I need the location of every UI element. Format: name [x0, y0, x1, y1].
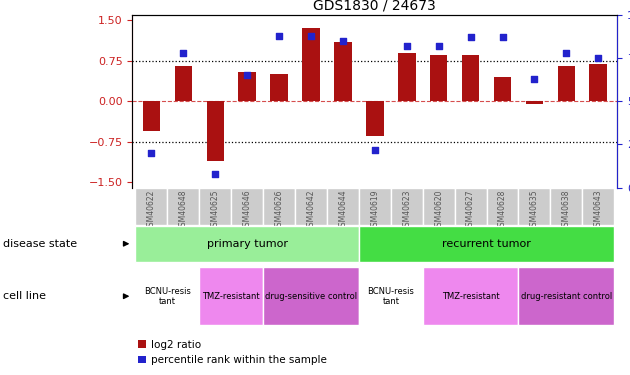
- Text: TMZ-resistant: TMZ-resistant: [202, 292, 260, 301]
- Text: GSM40626: GSM40626: [275, 189, 284, 231]
- FancyBboxPatch shape: [582, 188, 614, 225]
- Legend: log2 ratio, percentile rank within the sample: log2 ratio, percentile rank within the s…: [137, 340, 327, 365]
- Text: primary tumor: primary tumor: [207, 239, 288, 249]
- Text: GSM40623: GSM40623: [403, 189, 411, 231]
- Point: [593, 55, 604, 61]
- FancyBboxPatch shape: [135, 267, 199, 325]
- Point: [498, 34, 508, 40]
- Bar: [238, 72, 256, 101]
- FancyBboxPatch shape: [455, 188, 486, 225]
- Bar: [334, 42, 352, 101]
- Text: GSM40646: GSM40646: [243, 189, 252, 231]
- FancyBboxPatch shape: [518, 188, 551, 225]
- Text: GSM40643: GSM40643: [593, 189, 603, 231]
- FancyBboxPatch shape: [263, 188, 295, 225]
- Text: GSM40620: GSM40620: [434, 189, 443, 231]
- Point: [146, 150, 156, 156]
- Text: BCNU-resis
tant: BCNU-resis tant: [144, 286, 191, 306]
- Point: [242, 72, 252, 78]
- Text: GSM40625: GSM40625: [211, 189, 220, 231]
- Bar: [366, 101, 384, 136]
- FancyBboxPatch shape: [359, 267, 423, 325]
- FancyBboxPatch shape: [263, 267, 359, 325]
- Bar: [398, 53, 416, 101]
- FancyBboxPatch shape: [359, 226, 614, 262]
- Text: GSM40638: GSM40638: [562, 189, 571, 231]
- FancyBboxPatch shape: [518, 267, 614, 325]
- Text: GSM40619: GSM40619: [370, 189, 379, 231]
- Bar: [494, 77, 512, 101]
- Bar: [175, 66, 192, 101]
- FancyBboxPatch shape: [391, 188, 423, 225]
- Point: [178, 50, 188, 56]
- Text: recurrent tumor: recurrent tumor: [442, 239, 531, 249]
- FancyBboxPatch shape: [551, 188, 582, 225]
- Title: GDS1830 / 24673: GDS1830 / 24673: [314, 0, 436, 12]
- Bar: [558, 66, 575, 101]
- FancyBboxPatch shape: [486, 188, 518, 225]
- FancyBboxPatch shape: [423, 267, 518, 325]
- Text: drug-resistant control: drug-resistant control: [521, 292, 612, 301]
- Text: GSM40622: GSM40622: [147, 189, 156, 231]
- Point: [561, 50, 571, 56]
- Text: GSM40635: GSM40635: [530, 189, 539, 231]
- FancyBboxPatch shape: [295, 188, 327, 225]
- Point: [433, 43, 444, 49]
- Bar: [462, 56, 479, 101]
- Bar: [270, 74, 288, 101]
- Point: [306, 33, 316, 39]
- Bar: [207, 101, 224, 160]
- Text: GSM40628: GSM40628: [498, 189, 507, 231]
- Text: GSM40644: GSM40644: [338, 189, 347, 231]
- Text: TMZ-resistant: TMZ-resistant: [442, 292, 500, 301]
- Text: cell line: cell line: [3, 291, 46, 301]
- Bar: [142, 101, 160, 131]
- FancyBboxPatch shape: [199, 267, 263, 325]
- Point: [338, 38, 348, 44]
- FancyBboxPatch shape: [423, 188, 455, 225]
- Text: GSM40627: GSM40627: [466, 189, 475, 231]
- Bar: [302, 28, 320, 101]
- Text: GSM40648: GSM40648: [179, 189, 188, 231]
- Text: disease state: disease state: [3, 239, 77, 249]
- Point: [466, 34, 476, 40]
- Bar: [430, 56, 447, 101]
- FancyBboxPatch shape: [231, 188, 263, 225]
- Text: BCNU-resis
tant: BCNU-resis tant: [367, 286, 415, 306]
- FancyBboxPatch shape: [359, 188, 391, 225]
- FancyBboxPatch shape: [135, 226, 359, 262]
- Point: [210, 171, 220, 177]
- FancyBboxPatch shape: [168, 188, 199, 225]
- Bar: [525, 101, 543, 104]
- Text: GSM40642: GSM40642: [307, 189, 316, 231]
- Point: [274, 33, 284, 39]
- Bar: [590, 63, 607, 101]
- Point: [402, 43, 412, 49]
- Point: [370, 147, 380, 153]
- Point: [529, 76, 539, 82]
- FancyBboxPatch shape: [327, 188, 359, 225]
- FancyBboxPatch shape: [199, 188, 231, 225]
- Text: drug-sensitive control: drug-sensitive control: [265, 292, 357, 301]
- FancyBboxPatch shape: [135, 188, 168, 225]
